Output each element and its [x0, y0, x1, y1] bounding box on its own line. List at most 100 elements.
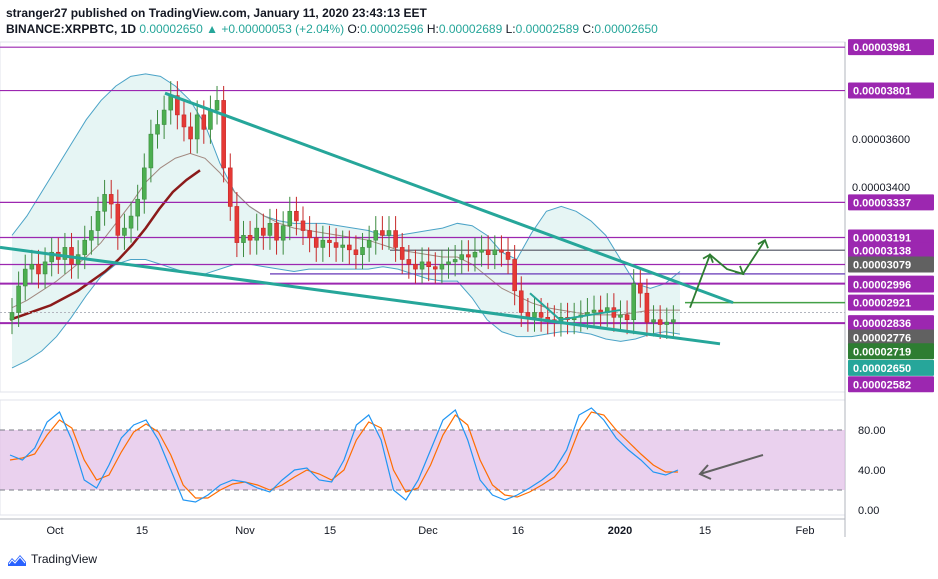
projection-arrow-head-icon — [734, 265, 745, 276]
candle-body — [16, 285, 21, 313]
candle-body — [294, 210, 299, 222]
price-label-bg — [848, 39, 934, 56]
candle-body — [485, 249, 491, 255]
price-label-tag: 0.00002776 — [848, 329, 934, 346]
projection-arrow-head-icon — [702, 253, 714, 263]
annotation-arrow-head-icon — [698, 464, 712, 480]
candle — [108, 179, 114, 219]
candle-body — [671, 319, 676, 323]
candle — [29, 249, 35, 284]
candle — [671, 305, 676, 337]
candle-body — [657, 319, 663, 325]
candle-body — [95, 210, 101, 231]
candle — [393, 216, 398, 262]
candle — [294, 196, 299, 236]
candle-body — [664, 321, 670, 325]
candle-body — [108, 194, 114, 205]
candle — [95, 196, 101, 246]
time-tick-label: Dec — [418, 525, 438, 537]
price-label-text: 0.00003801 — [853, 86, 911, 98]
candle-body — [638, 283, 643, 294]
candle — [155, 110, 160, 149]
candle-body — [499, 249, 504, 253]
candle-body — [254, 227, 259, 241]
candle — [472, 237, 478, 272]
candle-body — [426, 261, 431, 267]
time-tick-label: Oct — [46, 525, 63, 537]
candle — [300, 206, 306, 246]
candle-body — [631, 283, 636, 321]
candle-body — [479, 249, 484, 253]
candle — [221, 85, 226, 183]
candle — [128, 201, 134, 243]
price-label-bg — [848, 359, 934, 376]
candle-body — [115, 203, 121, 236]
candle — [307, 216, 312, 253]
candle-body — [307, 230, 312, 239]
candle — [280, 211, 286, 255]
price-label-text: 0.00003337 — [853, 197, 911, 209]
price-label-text: 0.00002650 — [853, 363, 911, 375]
time-tick-label: 2020 — [608, 525, 632, 537]
candle-body — [360, 247, 365, 255]
candle-body — [267, 223, 273, 236]
candle — [241, 220, 246, 258]
candle — [353, 235, 359, 270]
candle-body — [518, 290, 524, 313]
candle — [175, 81, 180, 130]
price-label-tag: 0.00002921 — [848, 294, 934, 311]
candle-body — [353, 249, 359, 255]
low-label: L: — [505, 22, 516, 36]
candle — [439, 249, 445, 284]
high-value: 0.00002689 — [438, 22, 503, 36]
last-price: 0.00002650 — [139, 22, 203, 36]
candle — [347, 230, 352, 265]
candle — [479, 235, 484, 267]
candle-body — [234, 206, 240, 243]
candle-body — [22, 268, 28, 287]
candle — [141, 153, 147, 214]
candle — [380, 216, 385, 250]
candle-body — [168, 95, 174, 111]
candle-body — [261, 227, 266, 236]
price-tick-label: 0.00003600 — [852, 134, 910, 146]
candle-body — [373, 230, 379, 241]
candle — [161, 95, 167, 139]
candle-body — [221, 100, 226, 169]
candle — [485, 235, 491, 270]
stoch-k-line — [9, 407, 679, 503]
candle — [227, 153, 233, 221]
price-change: +0.00000053 (+2.04%) — [221, 22, 345, 36]
candle — [426, 247, 431, 282]
candle-body — [446, 261, 451, 265]
projection-arrow-head-icon — [757, 238, 769, 249]
candle-body — [380, 230, 385, 236]
price-label-text: 0.00002719 — [853, 346, 911, 358]
chart-header: stranger27 published on TradingView.com,… — [6, 5, 658, 37]
price-label-tag: 0.00003981 — [848, 39, 934, 56]
price-label-text: 0.00002582 — [853, 379, 911, 391]
candle — [122, 213, 127, 250]
price-label-bg — [848, 329, 934, 346]
candle — [664, 307, 670, 339]
candle — [267, 208, 273, 250]
candle — [366, 225, 372, 262]
tradingview-brand[interactable]: TradingView — [8, 552, 97, 566]
candle — [135, 184, 140, 231]
candle — [36, 249, 41, 289]
candle — [638, 269, 643, 308]
candle-body — [89, 230, 94, 241]
candle — [102, 179, 107, 226]
candle-body — [340, 244, 345, 248]
price-label-tag: 0.00003079 — [848, 256, 934, 273]
symbol-line: BINANCE:XRPBTC, 1D 0.00002650 ▲ +0.00000… — [6, 21, 658, 37]
candle-body — [280, 225, 286, 241]
candle-body — [644, 292, 650, 323]
candle-body — [122, 227, 127, 236]
moving-average-line — [9, 169, 201, 321]
candle-body — [538, 312, 544, 318]
candle — [413, 249, 418, 284]
annotation-arrow-line — [699, 454, 764, 475]
candle — [492, 235, 498, 270]
